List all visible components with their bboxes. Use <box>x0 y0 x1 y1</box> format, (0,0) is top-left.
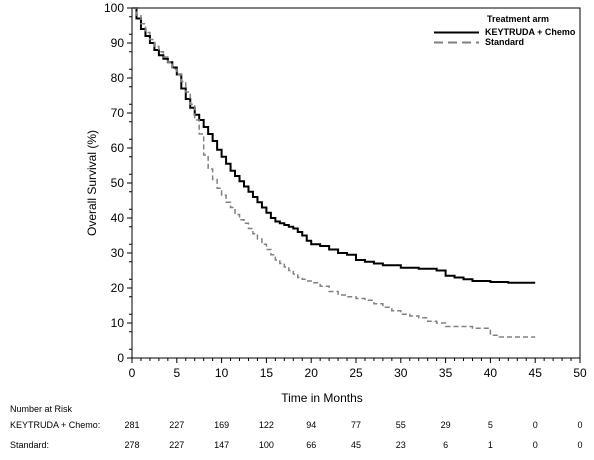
risk-value: 227 <box>169 420 184 430</box>
x-tick-label: 20 <box>305 366 319 380</box>
y-axis-title: Overall Survival (%) <box>85 130 99 236</box>
risk-value: 100 <box>259 440 274 450</box>
x-tick-label: 45 <box>529 366 543 380</box>
risk-value: 278 <box>124 440 139 450</box>
x-tick-label: 0 <box>129 366 136 380</box>
risk-value: 1 <box>488 440 493 450</box>
risk-value: 122 <box>259 420 274 430</box>
legend-label-keytruda: KEYTRUDA + Chemo <box>485 27 576 37</box>
risk-value: 147 <box>214 440 229 450</box>
risk-value: 23 <box>396 440 406 450</box>
y-tick-label: 30 <box>111 246 125 260</box>
number-at-risk-table: Number at Risk KEYTRUDA + Chemo: Standar… <box>10 404 583 450</box>
legend-title: Treatment arm <box>487 14 549 24</box>
risk-value: 281 <box>124 420 139 430</box>
risk-value: 169 <box>214 420 229 430</box>
y-tick-label: 60 <box>111 141 125 155</box>
risk-value: 94 <box>306 420 316 430</box>
risk-row-label-keytruda: KEYTRUDA + Chemo: <box>10 420 100 430</box>
y-tick-label: 100 <box>104 1 124 15</box>
x-tick-label: 15 <box>260 366 274 380</box>
x-tick-label: 30 <box>394 366 408 380</box>
curve-keytruda-chemo <box>132 7 536 284</box>
legend-label-standard: Standard <box>485 37 524 47</box>
risk-value: 0 <box>577 440 582 450</box>
y-tick-label: 90 <box>111 36 125 50</box>
risk-value: 227 <box>169 440 184 450</box>
x-tick-label: 50 <box>573 366 587 380</box>
risk-value: 66 <box>306 440 316 450</box>
risk-value: 55 <box>396 420 406 430</box>
y-tick-label: 70 <box>111 106 125 120</box>
risk-value: 0 <box>577 420 582 430</box>
y-tick-label: 10 <box>111 316 125 330</box>
risk-value: 6 <box>443 440 448 450</box>
plot-frame <box>131 7 581 359</box>
y-tick-label: 40 <box>111 211 125 225</box>
risk-value: 45 <box>351 440 361 450</box>
risk-table-header: Number at Risk <box>10 404 73 414</box>
x-tick-label: 40 <box>484 366 498 380</box>
risk-value: 77 <box>351 420 361 430</box>
x-tick-label: 35 <box>439 366 453 380</box>
risk-value: 5 <box>488 420 493 430</box>
legend: Treatment arm KEYTRUDA + Chemo Standard <box>434 14 576 47</box>
survival-curves <box>132 7 536 338</box>
curve-standard <box>132 7 536 338</box>
y-tick-label: 20 <box>111 281 125 295</box>
y-axis: 0 10 20 30 40 50 60 70 80 90 100 <box>104 1 132 365</box>
x-tick-label: 10 <box>215 366 229 380</box>
x-axis: 0 5 10 15 20 25 30 35 40 45 50 <box>129 358 587 380</box>
x-axis-title: Time in Months <box>281 391 363 405</box>
risk-value: 0 <box>533 420 538 430</box>
y-tick-label: 50 <box>111 176 125 190</box>
risk-value: 29 <box>441 420 451 430</box>
x-tick-label: 5 <box>173 366 180 380</box>
y-tick-label: 80 <box>111 71 125 85</box>
risk-row-label-standard: Standard: <box>10 440 49 450</box>
x-tick-label: 25 <box>349 366 363 380</box>
y-tick-label: 0 <box>117 351 124 365</box>
risk-value: 0 <box>533 440 538 450</box>
